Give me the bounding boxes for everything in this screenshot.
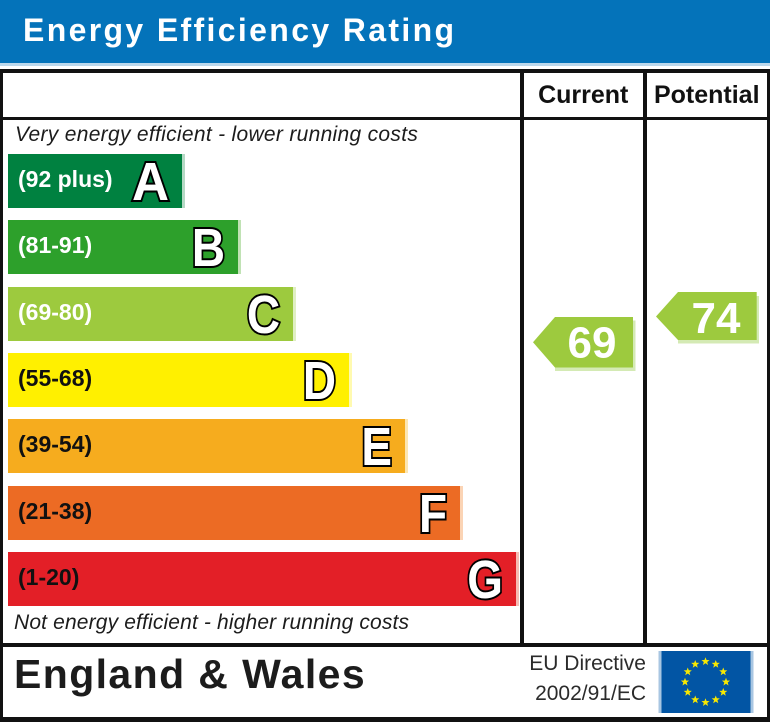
svg-text:G: G bbox=[467, 552, 503, 606]
svg-text:D: D bbox=[303, 353, 336, 407]
svg-text:F: F bbox=[419, 486, 447, 540]
svg-text:69: 69 bbox=[568, 318, 617, 367]
svg-text:A: A bbox=[132, 154, 169, 208]
svg-text:C: C bbox=[247, 287, 280, 341]
svg-text:B: B bbox=[192, 220, 225, 274]
svg-text:74: 74 bbox=[691, 294, 740, 343]
svg-text:E: E bbox=[361, 419, 392, 473]
